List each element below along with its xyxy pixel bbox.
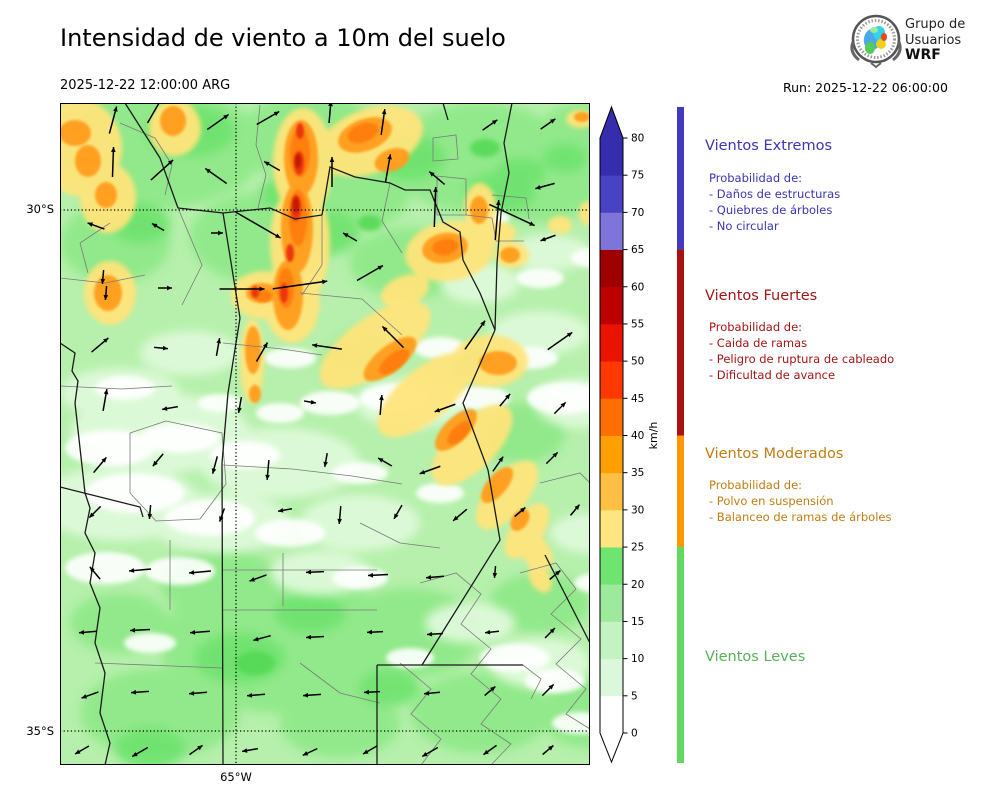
lon-label-65w: 65°W	[220, 770, 252, 784]
colorbar-tick-label: 5	[631, 690, 638, 702]
colorbar-tick-label: 10	[631, 653, 644, 665]
legend-item: Probabilidad de:	[709, 478, 803, 492]
colorbar-tick-label: 75	[631, 170, 644, 182]
colorbar-tick-label: 60	[631, 281, 644, 293]
legend-item: - Caida de ramas	[709, 336, 808, 350]
valid-datetime: 2025-12-22 12:00:00 ARG	[60, 78, 231, 93]
logo-line-3: WRF	[905, 47, 941, 63]
colorbar-tick-label: 50	[631, 356, 644, 368]
wrf-users-group-logo	[850, 14, 902, 69]
legend-items-moderados: Probabilidad de: - Polvo en suspensión -…	[709, 477, 891, 525]
colorbar-tick-label: 20	[631, 579, 644, 591]
legend-item: - Quiebres de árboles	[709, 203, 833, 217]
legend-item: - Peligro de ruptura de cableado	[709, 352, 895, 366]
category-bar-vientos-fuertes	[677, 249, 684, 436]
logo-line-1: Grupo de	[905, 17, 966, 32]
colorbar-tick-label: 15	[631, 616, 644, 628]
colorbar-tick-label: 0	[631, 728, 638, 740]
colorbar-tick-label: 45	[631, 393, 644, 405]
legend-item: Probabilidad de:	[709, 320, 803, 334]
colorbar-tick-label: 65	[631, 244, 644, 256]
logo-line-2: Usuarios	[905, 32, 962, 48]
logo-text: Grupo de Usuarios WRF	[905, 17, 965, 64]
category-bar	[677, 107, 684, 763]
category-bar-vientos-extremos	[677, 107, 684, 250]
legend-title-extremos: Vientos Extremos	[705, 138, 833, 154]
colorbar-tick-label: 25	[631, 542, 644, 554]
legend-item: - Polvo en suspensión	[709, 494, 834, 508]
legend-item: - No circular	[709, 219, 779, 233]
legend-item: Probabilidad de:	[709, 171, 803, 185]
legend-items-fuertes: Probabilidad de: - Caida de ramas - Peli…	[709, 319, 894, 383]
legend-items-extremos: Probabilidad de: - Daños de estructuras …	[709, 170, 840, 234]
wind-intensity-map	[60, 103, 590, 765]
legend-title-leves: Vientos Leves	[705, 649, 806, 665]
colorbar-tick-label: 70	[631, 207, 644, 219]
colorbar-tick-label: 40	[631, 430, 644, 442]
colorbar-tick-label: 35	[631, 467, 644, 479]
colorbar-tick-label: 30	[631, 504, 644, 516]
category-bar-vientos-leves	[677, 547, 684, 763]
wind-arrows	[74, 103, 581, 758]
run-datetime: Run: 2025-12-22 06:00:00	[783, 80, 948, 95]
legend-title-moderados: Vientos Moderados	[705, 446, 844, 462]
legend-item: - Daños de estructuras	[709, 187, 841, 201]
legend-item: - Balanceo de ramas de árboles	[709, 510, 892, 524]
lat-label-35s: 35°S	[26, 724, 54, 738]
legend-title-fuertes: Vientos Fuertes	[705, 288, 818, 304]
radar-blob-icon	[863, 26, 887, 54]
colorbar-unit-label: km/h	[647, 422, 660, 450]
lat-label-30s: 30°S	[26, 202, 54, 216]
category-bar-vientos-moderados	[677, 435, 684, 548]
colorbar-tick-label: 55	[631, 318, 644, 330]
colorbar: 0 5 10 15 20 25 30 35 40 45 50 55 60 65 70 75 80 km/h	[599, 105, 660, 764]
page-title: Intensidad de viento a 10m del suelo	[60, 24, 506, 52]
colorbar-tick-label: 80	[631, 133, 644, 145]
legend-item: - Dificultad de avance	[709, 368, 836, 382]
